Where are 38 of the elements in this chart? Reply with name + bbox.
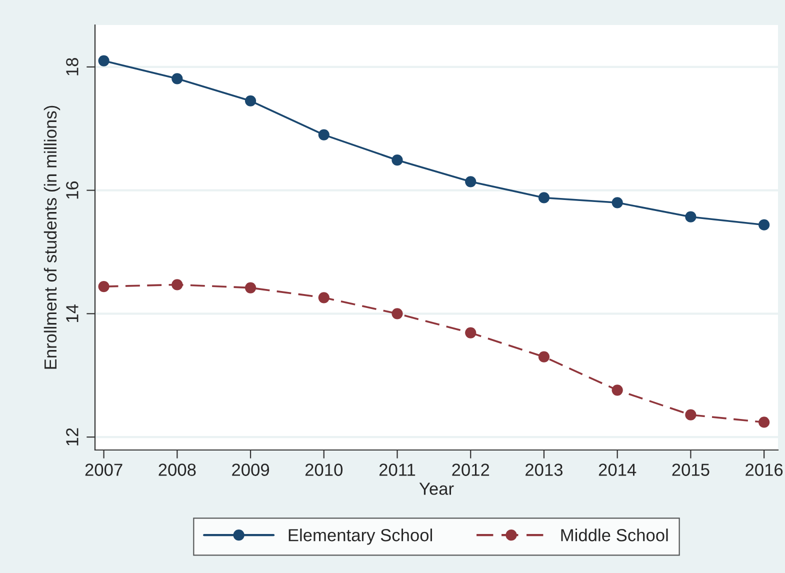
legend-label: Elementary School bbox=[288, 528, 432, 545]
x-tick-label: 2014 bbox=[598, 464, 636, 476]
y-tick-label: 18 bbox=[66, 58, 78, 76]
point bbox=[538, 192, 550, 204]
point bbox=[612, 384, 623, 396]
x-tick-label: 2009 bbox=[232, 464, 270, 476]
point bbox=[758, 416, 770, 428]
point bbox=[392, 308, 403, 320]
point bbox=[244, 282, 256, 294]
y-tick-label: 12 bbox=[66, 428, 78, 446]
point bbox=[538, 351, 550, 362]
point bbox=[172, 279, 183, 290]
point bbox=[172, 73, 183, 84]
x-tick-label: 2015 bbox=[672, 464, 710, 476]
point bbox=[758, 219, 770, 230]
x-tick-label: 2012 bbox=[452, 464, 490, 476]
y-tick-label: 14 bbox=[66, 304, 78, 322]
point bbox=[318, 129, 330, 140]
point bbox=[465, 176, 476, 188]
point bbox=[98, 280, 110, 292]
point bbox=[98, 55, 110, 66]
x-axis-title: Year bbox=[419, 482, 454, 495]
point bbox=[685, 211, 696, 222]
x-tick-label: 2008 bbox=[158, 464, 196, 476]
point bbox=[465, 327, 476, 338]
point bbox=[612, 197, 623, 208]
x-tick-label: 2011 bbox=[379, 464, 416, 476]
x-tick-label: 2013 bbox=[526, 464, 563, 476]
legend-label: Middle School bbox=[561, 528, 668, 542]
y-axis-title: Enrollment of students (in millions) bbox=[44, 106, 60, 369]
x-tick-label: 2007 bbox=[85, 464, 122, 476]
x-tick-label: 2010 bbox=[305, 464, 343, 476]
point bbox=[318, 292, 330, 304]
y-tick-label: 16 bbox=[66, 181, 78, 199]
point bbox=[244, 95, 256, 106]
point bbox=[685, 409, 696, 420]
point bbox=[392, 154, 403, 166]
x-tick-label: 2016 bbox=[746, 464, 783, 476]
